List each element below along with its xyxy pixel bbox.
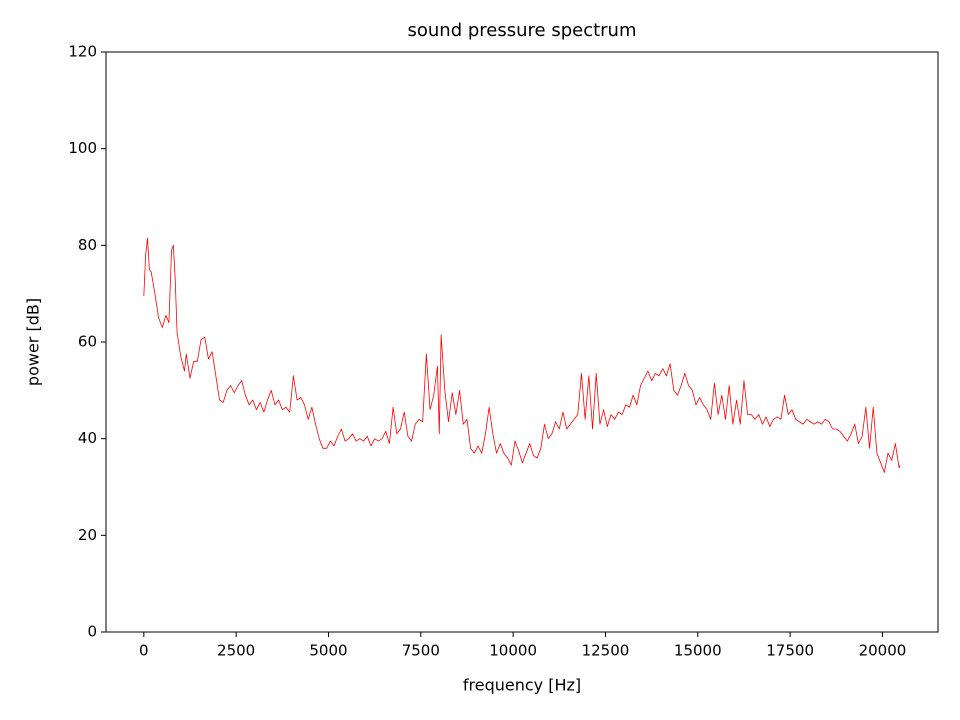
x-axis-label: frequency [Hz] <box>463 676 581 695</box>
y-tick-label: 100 <box>68 139 97 157</box>
x-tick-label: 17500 <box>766 642 814 660</box>
x-tick-label: 5000 <box>309 642 347 660</box>
plot-frame <box>105 51 939 633</box>
chart-title: sound pressure spectrum <box>408 20 637 41</box>
data-line <box>143 237 901 473</box>
x-tick-label: 10000 <box>489 642 537 660</box>
x-tick-label: 12500 <box>582 642 630 660</box>
y-tick-label: 120 <box>68 43 97 61</box>
x-tick-label: 15000 <box>674 642 722 660</box>
y-tick-label: 0 <box>87 623 97 641</box>
y-tick-label: 20 <box>78 526 97 544</box>
y-tick-label: 80 <box>78 236 97 254</box>
x-tick-label: 0 <box>139 642 149 660</box>
x-tick-label: 20000 <box>859 642 907 660</box>
y-axis-label: power [dB] <box>24 298 43 386</box>
x-tick-label: 7500 <box>402 642 440 660</box>
y-tick-label: 60 <box>78 333 97 351</box>
y-tick-label: 40 <box>78 429 97 447</box>
x-tick-label: 2500 <box>217 642 255 660</box>
